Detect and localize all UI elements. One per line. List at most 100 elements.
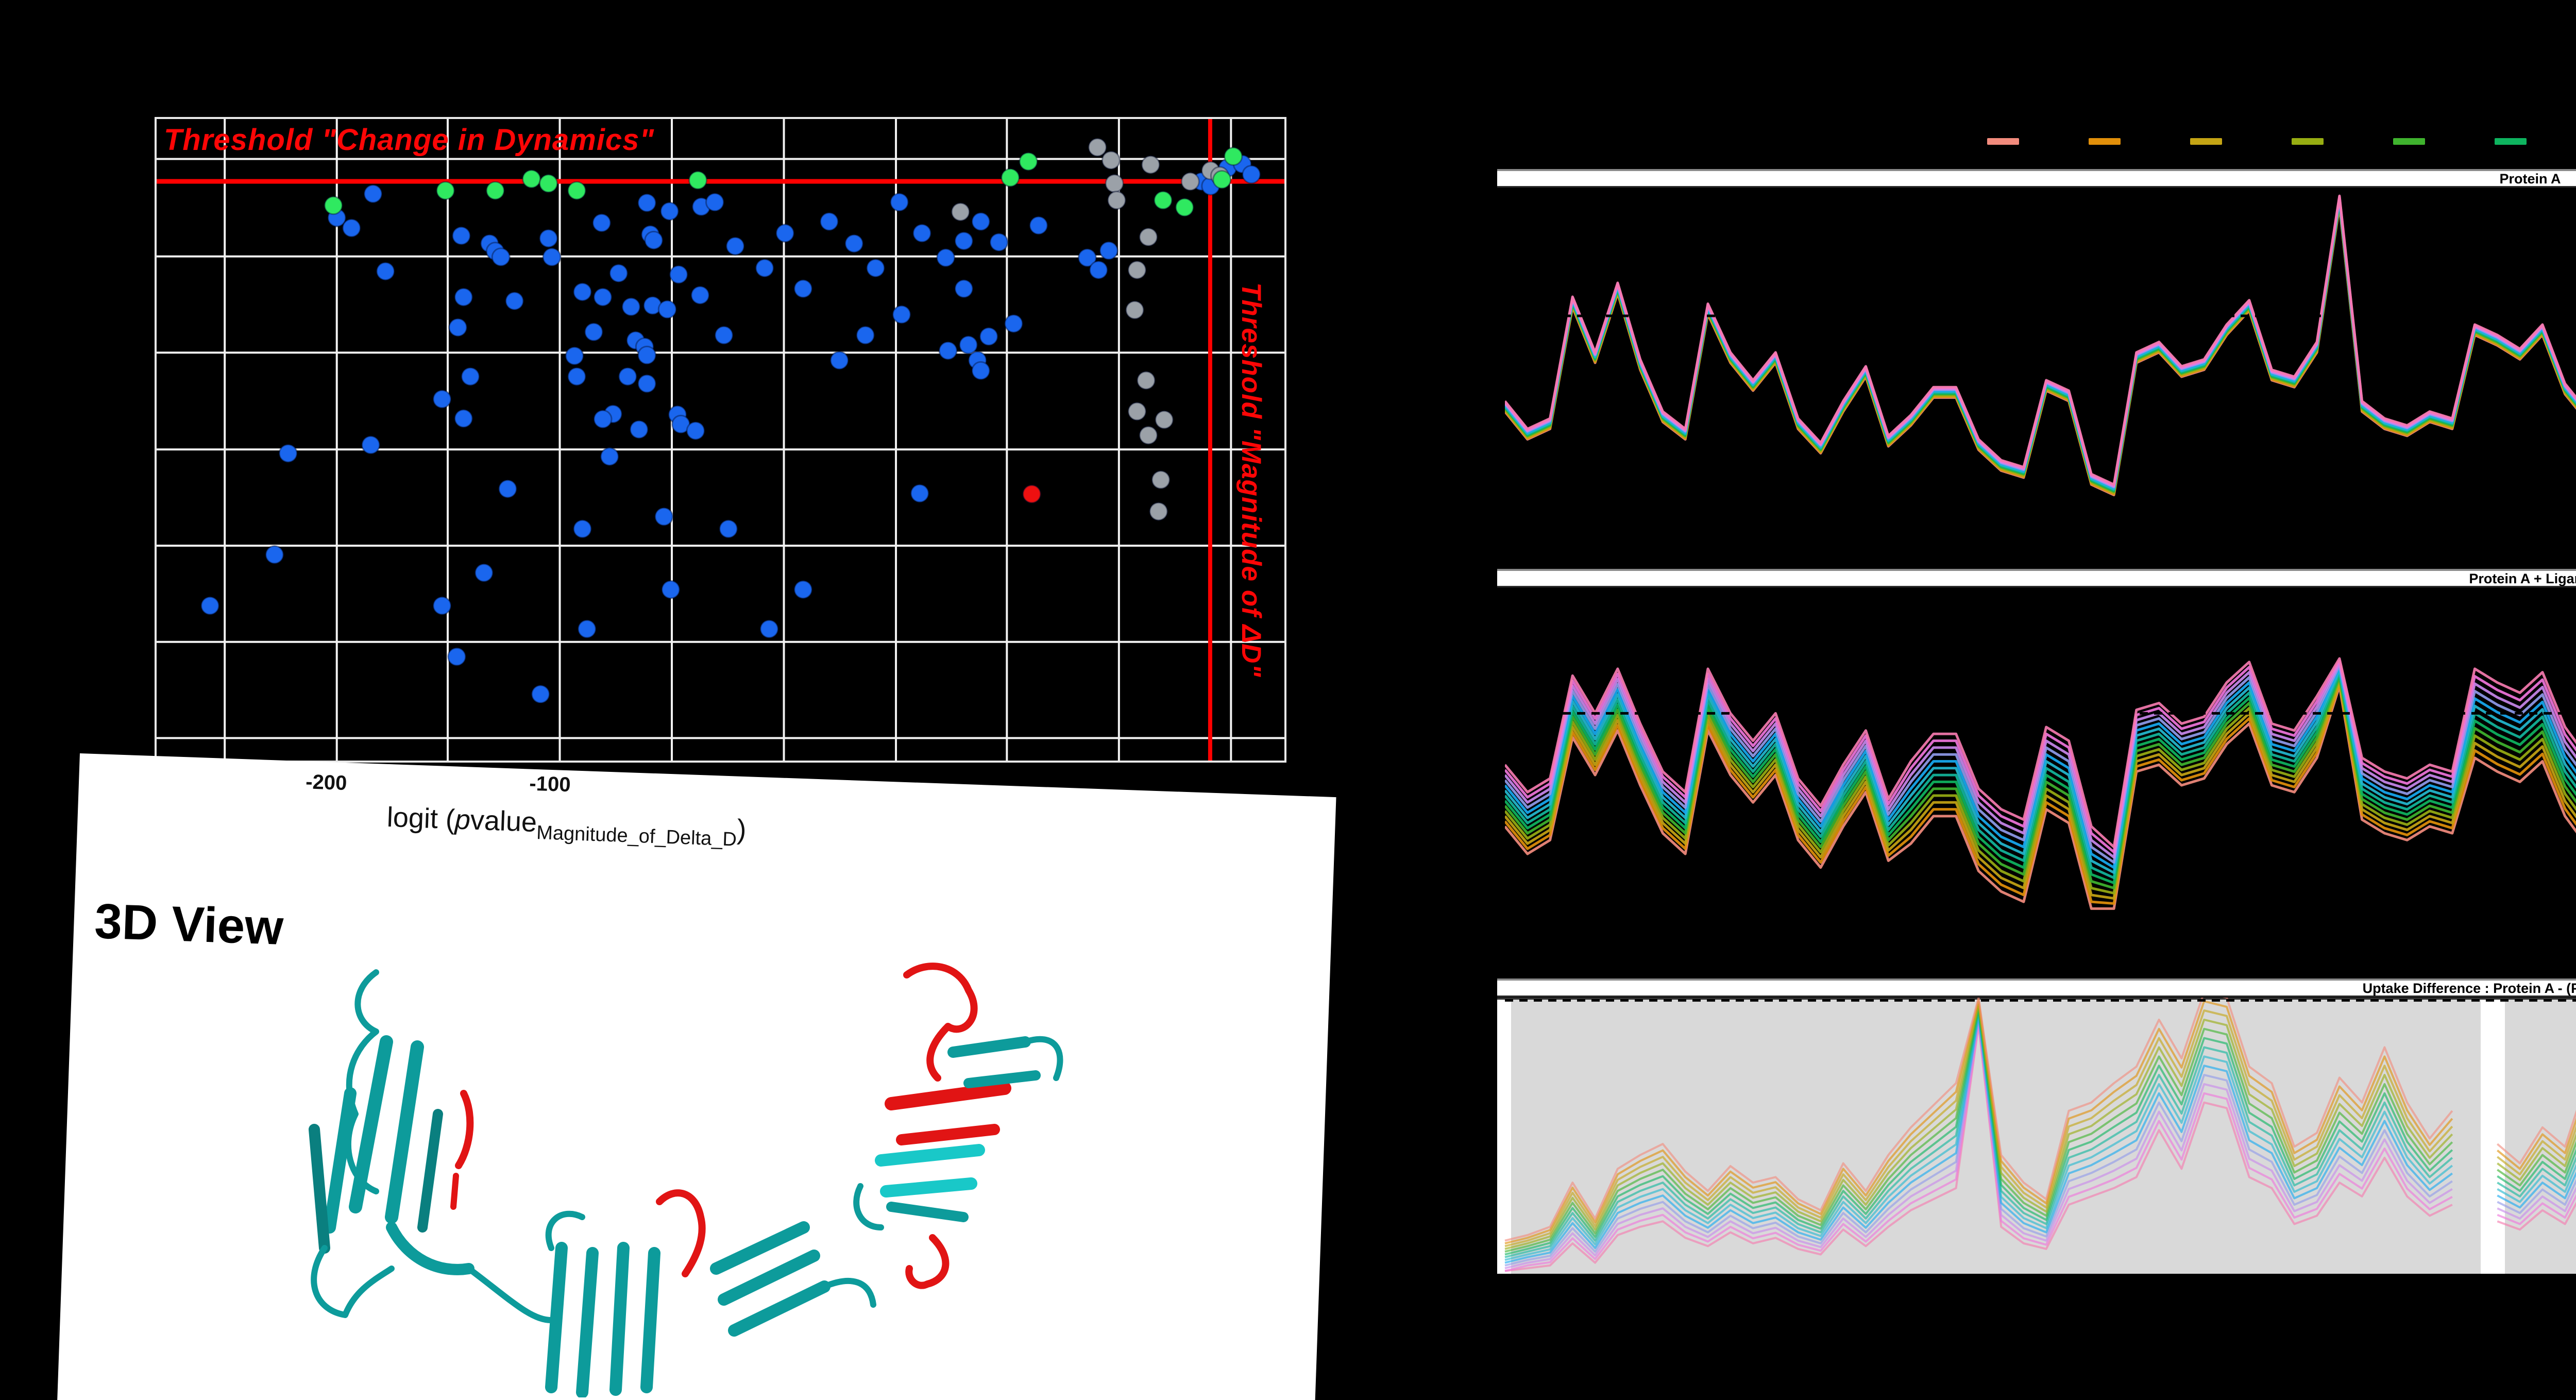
green-scatter-point[interactable] xyxy=(436,181,455,200)
blue-scatter-point[interactable] xyxy=(572,519,592,538)
blue-scatter-point[interactable] xyxy=(278,444,298,463)
blue-scatter-point[interactable] xyxy=(637,345,657,365)
blue-scatter-point[interactable] xyxy=(542,247,562,267)
blue-scatter-point[interactable] xyxy=(454,409,473,428)
green-scatter-point[interactable] xyxy=(539,174,558,193)
blue-scatter-point[interactable] xyxy=(1004,314,1024,333)
blue-scatter-point[interactable] xyxy=(637,374,657,393)
blue-scatter-point[interactable] xyxy=(265,545,284,565)
blue-scatter-point[interactable] xyxy=(361,435,381,455)
blue-scatter-point[interactable] xyxy=(593,409,613,429)
blue-scatter-point[interactable] xyxy=(644,230,664,250)
blue-scatter-point[interactable] xyxy=(954,279,974,298)
blue-scatter-point[interactable] xyxy=(714,326,734,345)
blue-scatter-point[interactable] xyxy=(567,367,586,386)
blue-scatter-point[interactable] xyxy=(451,226,471,246)
green-scatter-point[interactable] xyxy=(567,181,586,200)
blue-scatter-point[interactable] xyxy=(793,279,813,298)
blue-scatter-point[interactable] xyxy=(1029,216,1048,235)
gray-scatter-point[interactable] xyxy=(951,202,970,222)
blue-scatter-point[interactable] xyxy=(1089,260,1108,280)
green-scatter-point[interactable] xyxy=(688,171,708,190)
gray-scatter-point[interactable] xyxy=(1149,502,1168,521)
blue-scatter-point[interactable] xyxy=(654,507,674,527)
blue-scatter-point[interactable] xyxy=(600,447,619,466)
green-scatter-point[interactable] xyxy=(1224,146,1243,166)
blue-scatter-point[interactable] xyxy=(819,212,839,231)
green-scatter-point[interactable] xyxy=(1212,170,1232,190)
blue-scatter-point[interactable] xyxy=(432,596,452,616)
blue-scatter-point[interactable] xyxy=(890,192,909,212)
blue-scatter-point[interactable] xyxy=(618,367,637,386)
blue-scatter-point[interactable] xyxy=(892,305,911,324)
blue-scatter-point[interactable] xyxy=(793,580,813,599)
green-scatter-point[interactable] xyxy=(1175,197,1194,217)
blue-scatter-point[interactable] xyxy=(971,212,991,231)
blue-scatter-point[interactable] xyxy=(572,282,592,302)
blue-scatter-point[interactable] xyxy=(539,229,558,248)
blue-scatter-point[interactable] xyxy=(609,263,629,283)
green-scatter-point[interactable] xyxy=(1001,168,1020,188)
blue-scatter-point[interactable] xyxy=(979,327,998,346)
legend-timepoint-5[interactable] xyxy=(2393,138,2425,145)
gray-scatter-point[interactable] xyxy=(1151,470,1171,490)
blue-scatter-point[interactable] xyxy=(376,261,395,281)
blue-scatter-point[interactable] xyxy=(954,231,974,251)
blue-scatter-point[interactable] xyxy=(669,265,688,284)
blue-scatter-point[interactable] xyxy=(912,224,932,243)
green-scatter-point[interactable] xyxy=(522,169,541,189)
blue-scatter-point[interactable] xyxy=(719,519,738,538)
blue-scatter-point[interactable] xyxy=(363,184,383,204)
blue-scatter-point[interactable] xyxy=(454,288,473,307)
blue-scatter-point[interactable] xyxy=(856,326,875,345)
gray-scatter-point[interactable] xyxy=(1139,426,1158,445)
blue-scatter-point[interactable] xyxy=(461,367,480,386)
blue-scatter-point[interactable] xyxy=(584,322,603,342)
green-scatter-point[interactable] xyxy=(324,196,343,215)
uptake-difference-chart[interactable] xyxy=(1497,998,2576,1274)
gray-scatter-point[interactable] xyxy=(1139,227,1158,247)
volcano-plot[interactable] xyxy=(155,117,1286,763)
gray-scatter-point[interactable] xyxy=(1141,155,1160,175)
blue-scatter-point[interactable] xyxy=(705,192,725,212)
gray-scatter-point[interactable] xyxy=(1101,150,1121,170)
blue-scatter-point[interactable] xyxy=(432,390,452,409)
blue-scatter-point[interactable] xyxy=(342,218,361,238)
legend-timepoint-6[interactable] xyxy=(2495,138,2527,145)
red-scatter-point[interactable] xyxy=(1022,484,1042,504)
blue-scatter-point[interactable] xyxy=(637,193,657,213)
blue-scatter-point[interactable] xyxy=(621,297,641,316)
blue-scatter-point[interactable] xyxy=(725,237,745,256)
uptake-chart-protein-a-ligand[interactable] xyxy=(1505,590,2576,933)
legend-timepoint-1[interactable] xyxy=(1987,138,2019,145)
gray-scatter-point[interactable] xyxy=(1107,191,1126,210)
blue-scatter-point[interactable] xyxy=(686,421,705,441)
blue-scatter-point[interactable] xyxy=(959,335,978,355)
gray-scatter-point[interactable] xyxy=(1155,410,1174,430)
blue-scatter-point[interactable] xyxy=(593,288,613,307)
blue-scatter-point[interactable] xyxy=(505,291,524,311)
blue-scatter-point[interactable] xyxy=(531,684,550,704)
blue-scatter-point[interactable] xyxy=(565,346,584,366)
blue-scatter-point[interactable] xyxy=(971,361,991,380)
blue-scatter-point[interactable] xyxy=(775,224,795,243)
gray-scatter-point[interactable] xyxy=(1125,300,1145,320)
green-scatter-point[interactable] xyxy=(485,181,505,200)
blue-scatter-point[interactable] xyxy=(1077,248,1097,267)
blue-scatter-point[interactable] xyxy=(936,248,956,267)
uptake-chart-protein-a[interactable] xyxy=(1505,191,2576,538)
blue-scatter-point[interactable] xyxy=(592,213,612,232)
blue-scatter-point[interactable] xyxy=(629,419,649,439)
legend-timepoint-2[interactable] xyxy=(2089,138,2121,145)
blue-scatter-point[interactable] xyxy=(1242,165,1261,184)
blue-scatter-point[interactable] xyxy=(661,580,681,599)
blue-scatter-point[interactable] xyxy=(448,317,468,337)
blue-scatter-point[interactable] xyxy=(910,483,929,503)
blue-scatter-point[interactable] xyxy=(671,414,691,434)
protein-ribbon-3d[interactable] xyxy=(222,959,1072,1397)
blue-scatter-point[interactable] xyxy=(989,232,1009,252)
blue-scatter-point[interactable] xyxy=(474,563,494,583)
blue-scatter-point[interactable] xyxy=(200,596,220,616)
blue-scatter-point[interactable] xyxy=(844,234,864,254)
blue-scatter-point[interactable] xyxy=(491,247,511,267)
